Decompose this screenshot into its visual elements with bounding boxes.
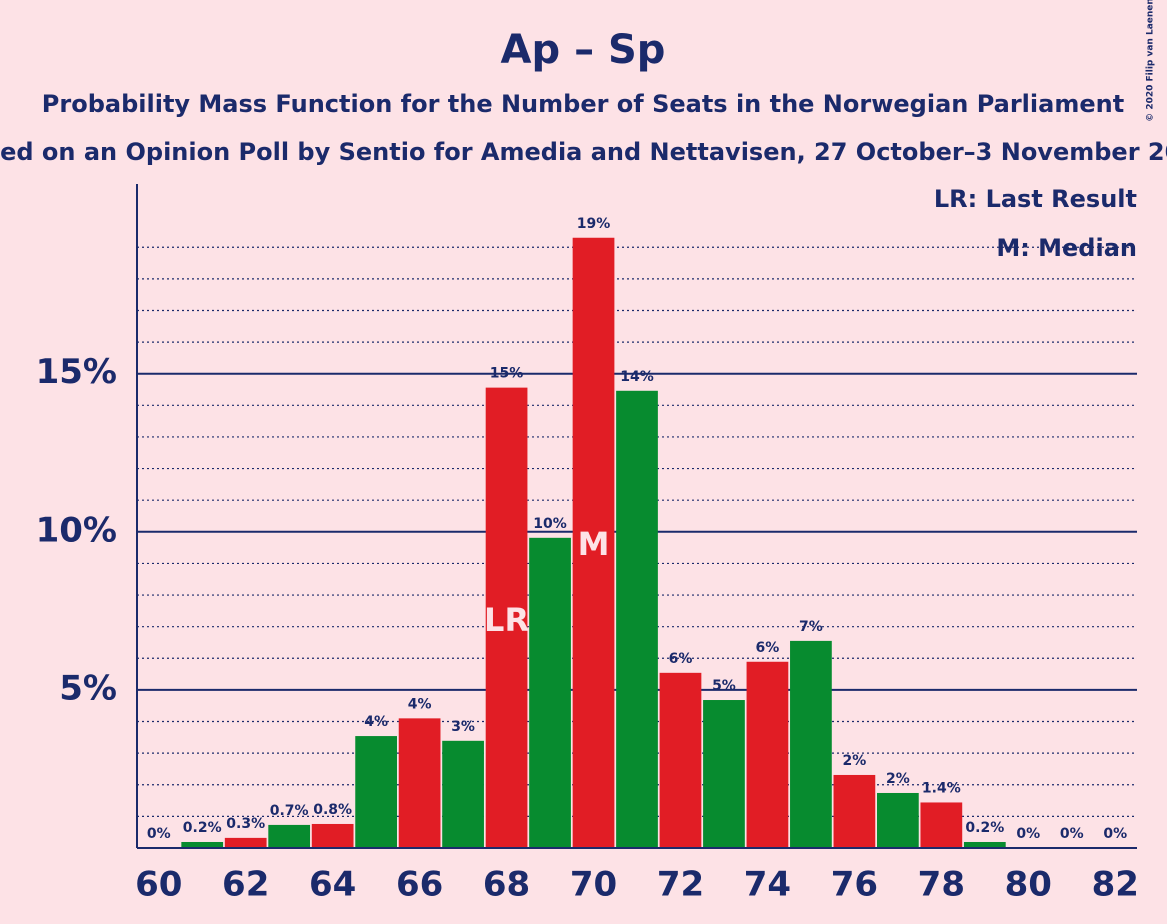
y-tick-label: 10% [36,510,117,550]
value-label: 0% [147,826,171,842]
value-label: 0% [1016,826,1040,842]
value-label: 0.3% [226,816,265,832]
value-label: 2% [843,753,867,769]
bar [616,390,658,848]
value-label: 4% [364,714,388,730]
x-tick-label: 60 [135,865,182,905]
copyright: © 2020 Filip van Laenen [1146,0,1156,122]
y-tick-label: 15% [36,352,117,392]
bar [181,841,224,848]
bar [920,802,963,848]
value-label: 0.7% [270,803,309,819]
bar [703,700,745,848]
value-label: 14% [620,369,654,385]
bar [485,387,528,848]
y-tick-label: 5% [59,668,117,708]
value-label: 0.8% [313,802,352,818]
bar [355,736,397,848]
value-label: 6% [756,640,780,656]
chart-subtitle: Based on an Opinion Poll by Sentio for A… [0,138,1167,166]
value-label: 4% [408,696,432,712]
value-label: 0% [1060,826,1084,842]
bar [442,740,484,848]
legend-entry: LR: Last Result [934,185,1137,213]
bar [572,237,615,848]
x-tick-label: 74 [744,865,791,905]
bar [659,672,702,848]
value-label: 15% [490,366,524,382]
x-tick-label: 66 [396,865,443,905]
x-tick-label: 82 [1092,865,1139,905]
value-label: 0.2% [183,820,222,836]
bar [224,837,267,848]
chart-title: Ap – Sp [501,27,666,73]
bar [833,774,876,848]
chart-subtitle: Probability Mass Function for the Number… [42,90,1124,118]
value-label: 19% [577,216,611,232]
value-label: 7% [799,619,823,635]
legend-entry: M: Median [996,234,1137,262]
bar [268,824,311,848]
bar-annotation: M [578,525,610,563]
value-label: 1.4% [922,780,961,796]
x-tick-label: 80 [1005,865,1052,905]
value-label: 10% [533,516,567,532]
value-label: 0.2% [965,820,1004,836]
x-tick-label: 76 [831,865,878,905]
bar [877,792,919,848]
value-label: 5% [712,678,736,694]
bar [529,537,571,848]
bar-annotation: LR [484,601,529,639]
bar [746,661,789,848]
value-label: 6% [669,651,693,667]
bar [311,823,354,848]
x-tick-label: 62 [222,865,269,905]
x-tick-label: 70 [570,865,617,905]
x-tick-label: 64 [309,865,356,905]
bar [963,841,1006,848]
value-label: 2% [886,771,910,787]
value-label: 3% [451,719,475,735]
x-tick-label: 68 [483,865,530,905]
x-tick-label: 78 [918,865,965,905]
x-tick-label: 72 [657,865,704,905]
bar [398,718,441,848]
bar [790,640,832,848]
value-label: 0% [1103,826,1127,842]
